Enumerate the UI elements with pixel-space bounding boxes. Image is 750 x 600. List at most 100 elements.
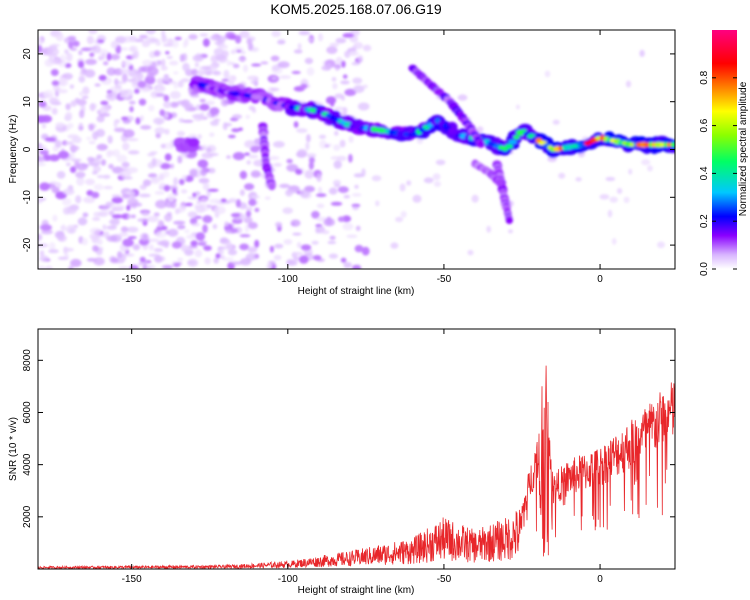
x-tick-label: -150 xyxy=(122,574,142,585)
spectrogram-cell xyxy=(43,89,54,99)
spectrogram-cell xyxy=(70,47,77,51)
spectrogram-cell xyxy=(167,228,179,237)
spectrogram-cell xyxy=(192,54,204,62)
spectrogram-cell xyxy=(226,60,232,66)
spectrogram-cell xyxy=(234,35,242,44)
colorbar-gradient xyxy=(712,30,737,269)
spectrogram-cell xyxy=(508,139,517,145)
spectrogram-cell xyxy=(308,161,314,170)
spectrogram-cell xyxy=(307,37,314,42)
spectrogram-cell xyxy=(269,155,280,161)
spectrogram-cell xyxy=(342,107,348,115)
spectrogram-cell xyxy=(51,80,60,86)
spectrogram-cell xyxy=(311,240,319,245)
spectrogram-cell xyxy=(217,246,226,250)
spectrogram-cell xyxy=(205,100,215,106)
spectrogram-cell xyxy=(147,265,152,269)
spectrogram-cell xyxy=(129,190,136,200)
spectrogram-cell xyxy=(140,125,152,130)
spectrogram-cell xyxy=(182,62,190,72)
spectrogram-cell xyxy=(343,194,351,199)
spectrogram-cell xyxy=(552,119,560,125)
spectrogram-cell xyxy=(308,157,315,164)
spectrogram-cell xyxy=(231,128,241,133)
spectrogram-cell xyxy=(212,71,222,76)
colorbar-tick-label: 0.6 xyxy=(699,118,710,132)
spectrogram-cell xyxy=(277,39,286,45)
spectrogram-cell xyxy=(340,80,350,85)
spectrogram-cell xyxy=(69,145,80,151)
spectrogram-cell xyxy=(244,183,255,191)
spectrogram-cell xyxy=(38,162,47,167)
y-tick-label: 10 xyxy=(22,96,33,108)
spectrogram-cell xyxy=(269,245,274,253)
y-tick-label: 2000 xyxy=(22,505,33,528)
spectrogram-cell xyxy=(58,77,69,87)
spectrogram-cell xyxy=(338,186,349,194)
spectrogram-cell xyxy=(332,82,338,90)
spectrogram-cell xyxy=(38,142,43,150)
spectrogram-cell xyxy=(245,114,251,119)
colorbar-label: Normalized spectral amplitude xyxy=(738,81,749,216)
spectrogram-cell xyxy=(106,225,117,230)
spectrogram-cell xyxy=(62,188,75,196)
spectrogram-cell xyxy=(130,202,143,207)
spectrogram-cell xyxy=(82,86,90,95)
spectrogram-cell xyxy=(68,227,75,234)
spectrogram-cell xyxy=(432,173,441,181)
spectrogram-cell xyxy=(75,195,82,204)
spectrogram-cell xyxy=(352,77,363,84)
spectrogram-cell xyxy=(110,257,119,264)
spectrogram-cell xyxy=(286,164,299,172)
spectrogram-cell xyxy=(93,211,102,217)
spectrogram-cell xyxy=(64,49,69,55)
spectrogram-cell xyxy=(515,104,520,110)
spectrogram-cell xyxy=(123,253,135,257)
x-tick-label: 0 xyxy=(597,574,603,585)
spectrogram-cell xyxy=(250,80,257,84)
spectrogram-cell xyxy=(147,215,159,223)
spectrogram-cell xyxy=(148,38,160,43)
spectrogram-cell xyxy=(214,41,223,45)
spectrogram-cell xyxy=(352,206,359,211)
spectrogram-cell xyxy=(44,59,54,67)
spectrogram-cell xyxy=(273,162,282,167)
spectrogram-cell xyxy=(616,188,623,194)
spectrogram-cell xyxy=(97,109,102,115)
spectrogram-cell xyxy=(513,135,520,140)
spectrogram-cell xyxy=(293,251,304,256)
spectrogram-cell xyxy=(93,165,101,173)
spectrogram-cell xyxy=(180,189,188,194)
spectrogram-cell xyxy=(197,159,209,169)
spectrogram-cell xyxy=(201,144,208,150)
spectrogram-cell xyxy=(435,159,446,166)
spectrogram-cell xyxy=(238,127,243,131)
spectrogram-cell xyxy=(68,41,74,49)
spectrogram-cell xyxy=(235,199,241,208)
spectrogram-cell xyxy=(641,159,651,166)
spectrogram-cell xyxy=(244,152,251,156)
spectrogram-cell xyxy=(148,105,155,112)
spectrogram-cell xyxy=(77,60,85,68)
spectrogram-cell xyxy=(188,133,198,138)
spectrogram-cell xyxy=(457,94,468,101)
spectrogram-cell xyxy=(126,226,139,233)
spectrogram-cell xyxy=(254,138,262,146)
spectrogram-cell xyxy=(344,88,357,96)
spectrogram-cell xyxy=(106,235,118,242)
spectrogram-cell xyxy=(315,193,327,198)
spectrogram-cell xyxy=(210,120,219,126)
spectrogram-cell xyxy=(248,154,259,159)
spectrogram-cell xyxy=(103,185,113,190)
spectrogram-cell xyxy=(106,67,116,76)
spectrogram-cell xyxy=(228,198,238,203)
spectrogram-cell xyxy=(65,103,71,111)
spectrogram-cell xyxy=(657,241,665,249)
spectrogram-cell xyxy=(138,66,147,73)
spectrogram-cell xyxy=(129,264,139,269)
spectrogram-cell xyxy=(78,50,83,56)
spectrogram-cell xyxy=(270,55,280,62)
spectrogram-cell xyxy=(201,66,212,70)
spectrogram-cell xyxy=(89,233,101,240)
spectrogram-cell xyxy=(335,65,340,72)
